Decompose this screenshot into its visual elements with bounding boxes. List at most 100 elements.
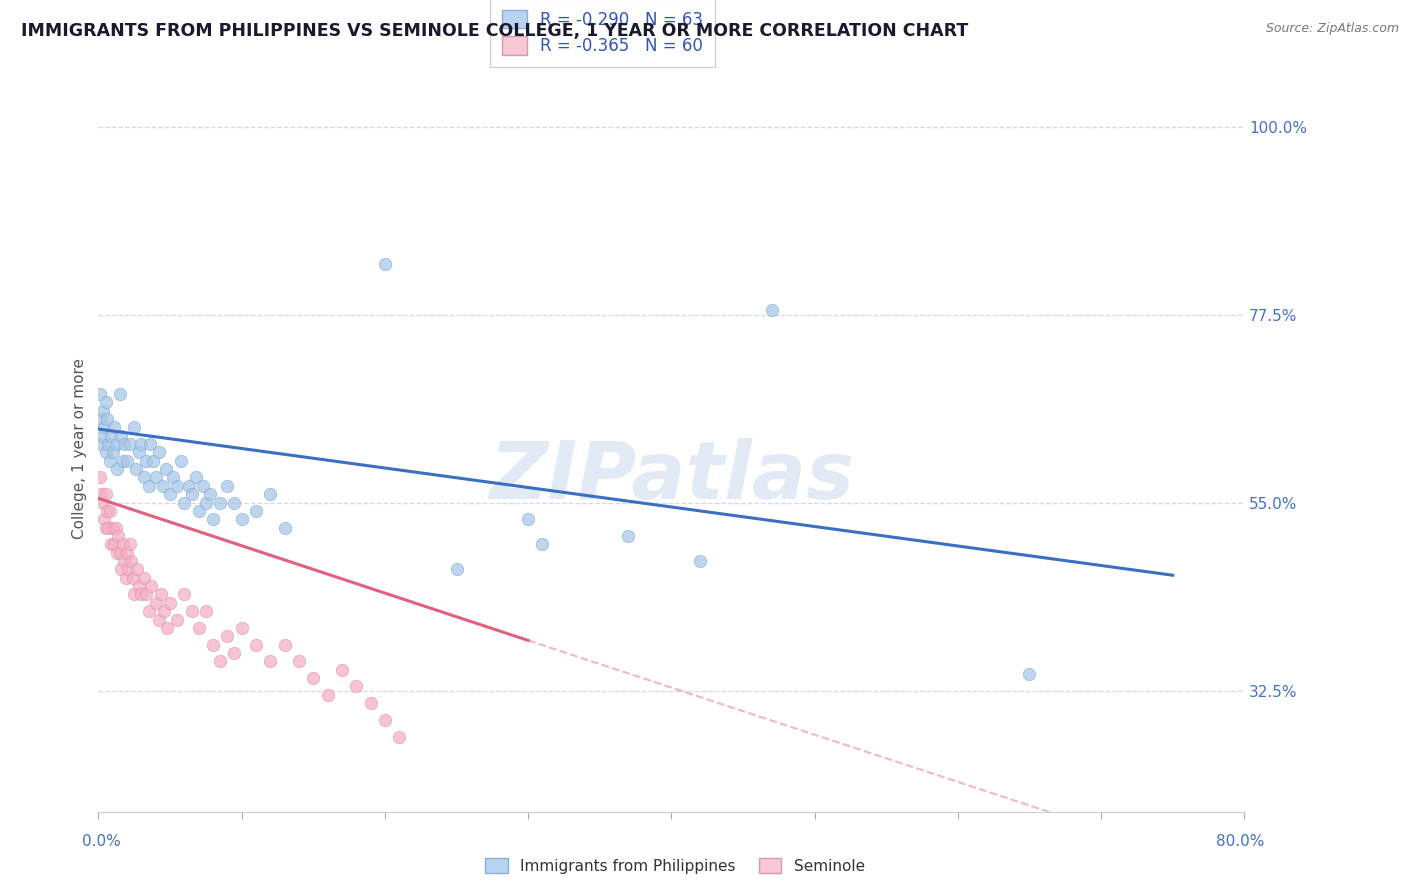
Point xyxy=(115,546,138,560)
Point xyxy=(91,428,114,442)
Point xyxy=(156,621,179,635)
Point xyxy=(97,520,120,534)
Point xyxy=(360,696,382,710)
Point xyxy=(166,479,188,493)
Text: Source: ZipAtlas.com: Source: ZipAtlas.com xyxy=(1265,22,1399,36)
Point xyxy=(761,303,783,318)
Point xyxy=(159,596,181,610)
Legend: Immigrants from Philippines, Seminole: Immigrants from Philippines, Seminole xyxy=(479,852,870,880)
Point xyxy=(93,420,115,434)
Point xyxy=(101,445,124,459)
Point xyxy=(231,512,253,526)
Point xyxy=(115,454,138,468)
Point xyxy=(187,621,209,635)
Point xyxy=(259,654,281,668)
Point xyxy=(374,257,396,271)
Y-axis label: College, 1 year or more: College, 1 year or more xyxy=(72,358,87,539)
Point xyxy=(134,470,156,484)
Point xyxy=(96,412,118,426)
Point xyxy=(111,454,134,468)
Point xyxy=(202,638,225,652)
Point xyxy=(173,587,195,601)
Point xyxy=(162,470,184,484)
Point xyxy=(202,512,225,526)
Point xyxy=(180,604,202,618)
Point xyxy=(170,454,193,468)
Point xyxy=(98,454,121,468)
Text: ZIPatlas: ZIPatlas xyxy=(489,438,853,516)
Point xyxy=(217,629,239,643)
Point xyxy=(112,437,135,451)
Text: 80.0%: 80.0% xyxy=(1216,834,1264,848)
Point xyxy=(273,638,295,652)
Point xyxy=(302,671,325,685)
Point xyxy=(288,654,311,668)
Point xyxy=(259,487,281,501)
Point xyxy=(101,520,124,534)
Point xyxy=(98,504,121,518)
Point xyxy=(374,713,396,727)
Point xyxy=(110,562,132,576)
Point xyxy=(617,529,640,543)
Point xyxy=(108,546,131,560)
Point xyxy=(105,462,128,476)
Point xyxy=(107,529,129,543)
Point xyxy=(90,487,112,501)
Point xyxy=(100,428,122,442)
Point xyxy=(93,512,115,526)
Point xyxy=(184,470,207,484)
Point xyxy=(191,479,214,493)
Point xyxy=(231,621,253,635)
Point xyxy=(138,604,160,618)
Point xyxy=(121,571,143,585)
Point xyxy=(131,437,153,451)
Point xyxy=(245,638,267,652)
Point xyxy=(103,420,125,434)
Point xyxy=(689,554,711,568)
Point xyxy=(118,437,141,451)
Point xyxy=(114,571,136,585)
Point xyxy=(122,420,145,434)
Point xyxy=(117,562,139,576)
Point xyxy=(94,520,117,534)
Point xyxy=(128,445,150,459)
Point xyxy=(91,495,114,509)
Point xyxy=(153,604,176,618)
Point xyxy=(177,479,200,493)
Point xyxy=(152,479,174,493)
Point xyxy=(187,504,209,518)
Point xyxy=(224,646,246,660)
Point xyxy=(344,679,367,693)
Point xyxy=(103,537,125,551)
Point xyxy=(517,512,540,526)
Point xyxy=(141,579,163,593)
Point xyxy=(100,537,122,551)
Point xyxy=(110,428,132,442)
Point xyxy=(94,487,117,501)
Point xyxy=(134,571,156,585)
Point xyxy=(173,495,195,509)
Point xyxy=(148,445,170,459)
Point xyxy=(145,470,167,484)
Point xyxy=(217,479,239,493)
Point xyxy=(166,613,188,627)
Point xyxy=(112,554,135,568)
Point xyxy=(159,487,181,501)
Point xyxy=(89,470,111,484)
Point xyxy=(330,663,353,677)
Point xyxy=(127,562,149,576)
Point xyxy=(94,445,117,459)
Point xyxy=(180,487,202,501)
Point xyxy=(150,587,173,601)
Point xyxy=(97,437,120,451)
Point xyxy=(90,437,112,451)
Point xyxy=(138,479,160,493)
Point xyxy=(316,688,339,702)
Point xyxy=(90,412,112,426)
Point xyxy=(89,387,111,401)
Point xyxy=(148,613,170,627)
Point xyxy=(96,504,118,518)
Point xyxy=(194,495,217,509)
Point xyxy=(145,596,167,610)
Point xyxy=(105,546,128,560)
